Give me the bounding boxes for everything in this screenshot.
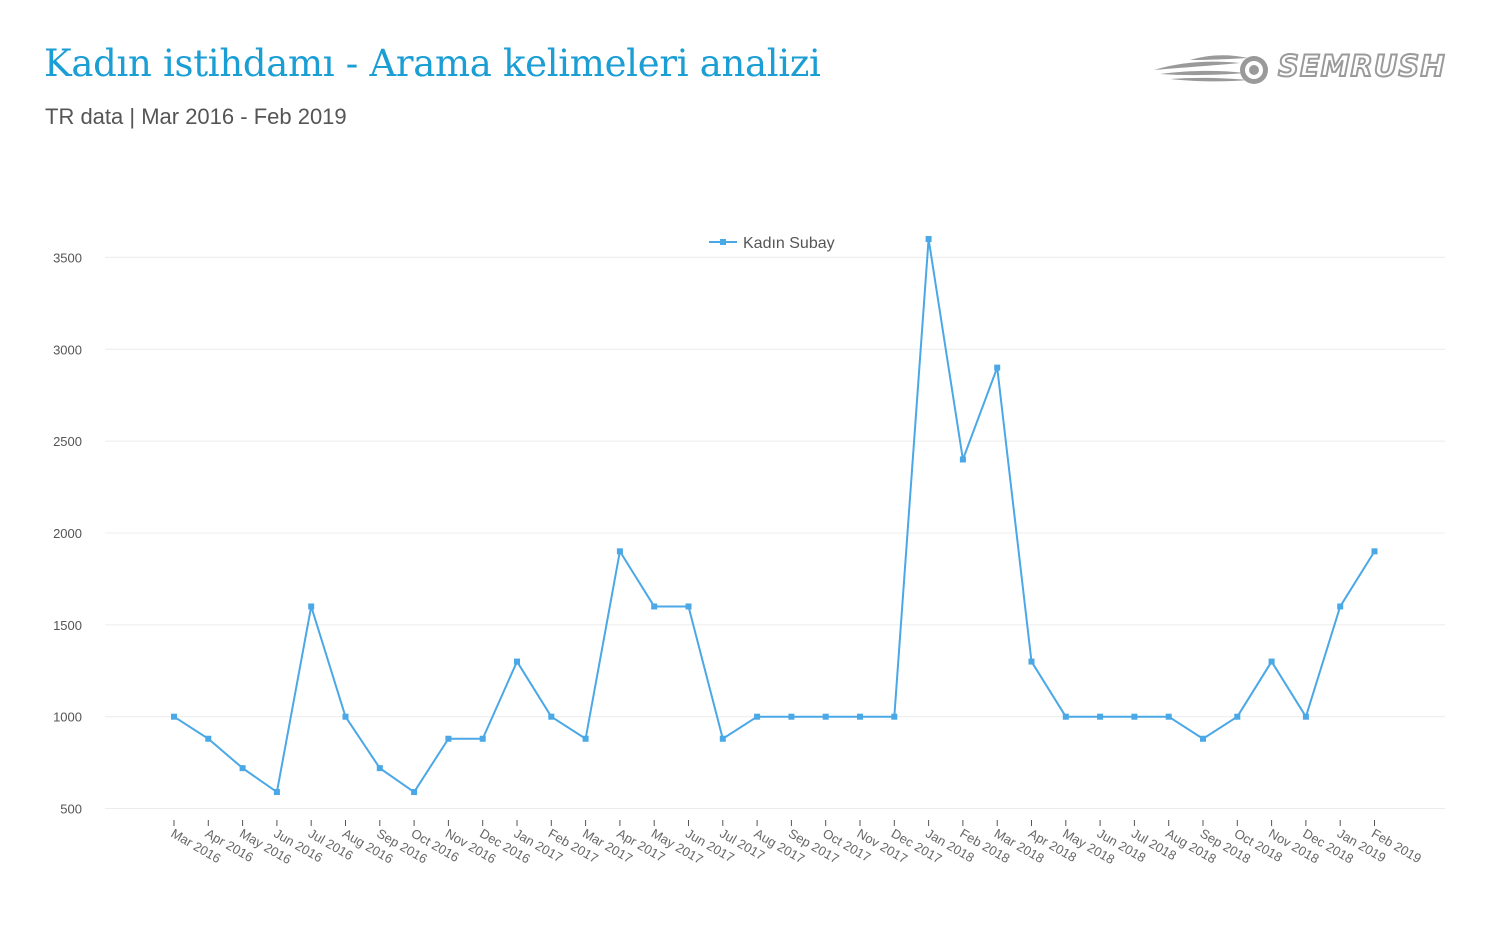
legend-marker-swatch: [720, 239, 726, 245]
data-point: [411, 789, 418, 796]
data-point: [1371, 548, 1378, 555]
y-tick-label: 3000: [53, 342, 82, 357]
y-tick-label: 2000: [53, 526, 82, 541]
grid-lines: [105, 256, 1445, 810]
data-point: [1062, 713, 1069, 720]
legend: Kadın Subay: [709, 235, 835, 252]
data-point: [376, 765, 383, 772]
semrush-wordmark: SEMRUSH: [1277, 48, 1446, 84]
data-point: [857, 713, 863, 720]
page-title: Kadın istihdamı - Arama kelimeleri anali…: [44, 42, 821, 85]
semrush-logo: SEMRUSH: [1150, 48, 1450, 92]
data-point: [273, 789, 280, 796]
data-point: [891, 713, 898, 720]
data-point: [239, 765, 246, 772]
data-point: [822, 713, 829, 720]
data-point: [1302, 713, 1309, 720]
data-point: [1097, 713, 1104, 720]
data-point: [788, 713, 795, 720]
y-axis: 500 1000 1500 2000 2500 3000 3500: [53, 250, 82, 816]
data-point: [1268, 658, 1275, 665]
data-point: [445, 735, 452, 742]
legend-label: Kadın Subay: [743, 235, 835, 252]
y-tick-label: 3500: [53, 250, 82, 265]
data-point: [685, 603, 692, 610]
data-point: [514, 658, 520, 665]
data-point: [582, 735, 589, 742]
data-point: [719, 735, 726, 742]
data-point: [1234, 713, 1241, 720]
data-point: [1165, 713, 1172, 720]
data-point: [616, 548, 623, 555]
y-tick-label: 2500: [53, 434, 82, 449]
y-tick-label: 1500: [53, 618, 82, 633]
data-point: [205, 735, 212, 742]
data-point: [1200, 735, 1206, 742]
data-point: [925, 236, 932, 243]
data-point: [1337, 603, 1344, 610]
data-point: [1028, 658, 1035, 665]
data-point: [651, 603, 658, 610]
data-point: [548, 713, 555, 720]
data-point: [171, 713, 177, 720]
y-tick-label: 1000: [53, 710, 82, 725]
data-point: [479, 735, 486, 742]
data-point: [342, 713, 349, 720]
data-point: [994, 364, 1001, 371]
data-point: [308, 603, 315, 610]
y-tick-label: 500: [60, 802, 82, 817]
data-point: [1131, 713, 1138, 720]
series-line: [173, 238, 1376, 794]
data-point: [959, 456, 966, 463]
page-subtitle: TR data | Mar 2016 - Feb 2019: [45, 104, 347, 129]
data-point: [754, 713, 761, 720]
fireball-icon: [1154, 55, 1268, 84]
series-kadin-subay: [171, 236, 1378, 796]
